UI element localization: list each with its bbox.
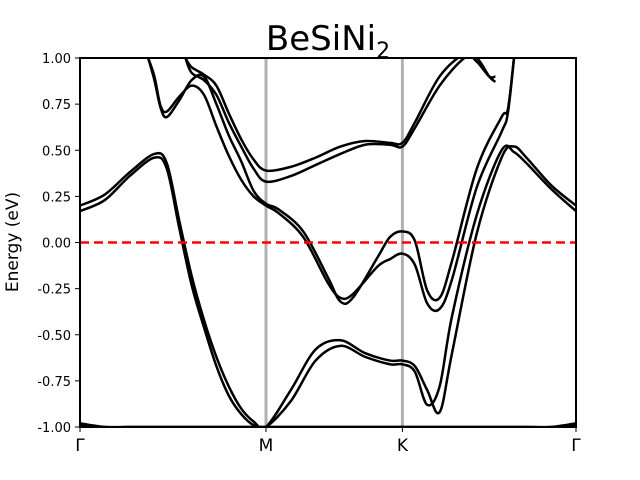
plot-area: 1.00 0.75 0.50 0.25 0.00 -0.25 -0.50 -0.75 -1.00… xyxy=(37,52,581,456)
y-axis-label: Energy (eV) xyxy=(3,192,23,292)
band-line-4 xyxy=(147,58,516,313)
x-tick-label-0: Γ xyxy=(75,436,85,456)
bands-group xyxy=(80,58,576,427)
x-tick-label-1: M xyxy=(259,436,274,456)
y-tick-label-1: 0.75 xyxy=(42,98,71,113)
y-tick-label-5: -0.25 xyxy=(37,283,71,298)
y-tick-label-0: 1.00 xyxy=(42,52,71,67)
y-tick-label-4: 0.00 xyxy=(42,237,71,252)
band-line-5 xyxy=(146,58,516,306)
y-tick-label-6: -0.50 xyxy=(37,329,71,344)
band-line-7 xyxy=(184,58,496,173)
y-tick-label-8: -1.00 xyxy=(37,421,71,436)
x-tick-label-3: Γ xyxy=(571,436,581,456)
band-line-6 xyxy=(184,58,497,184)
band-line-3 xyxy=(80,145,576,427)
band-line-2 xyxy=(80,144,576,427)
y-tick-label-7: -0.75 xyxy=(37,375,71,390)
y-tick-label-3: 0.25 xyxy=(42,190,71,205)
x-tick-label-2: K xyxy=(397,436,409,456)
y-tick-label-2: 0.50 xyxy=(42,144,71,159)
